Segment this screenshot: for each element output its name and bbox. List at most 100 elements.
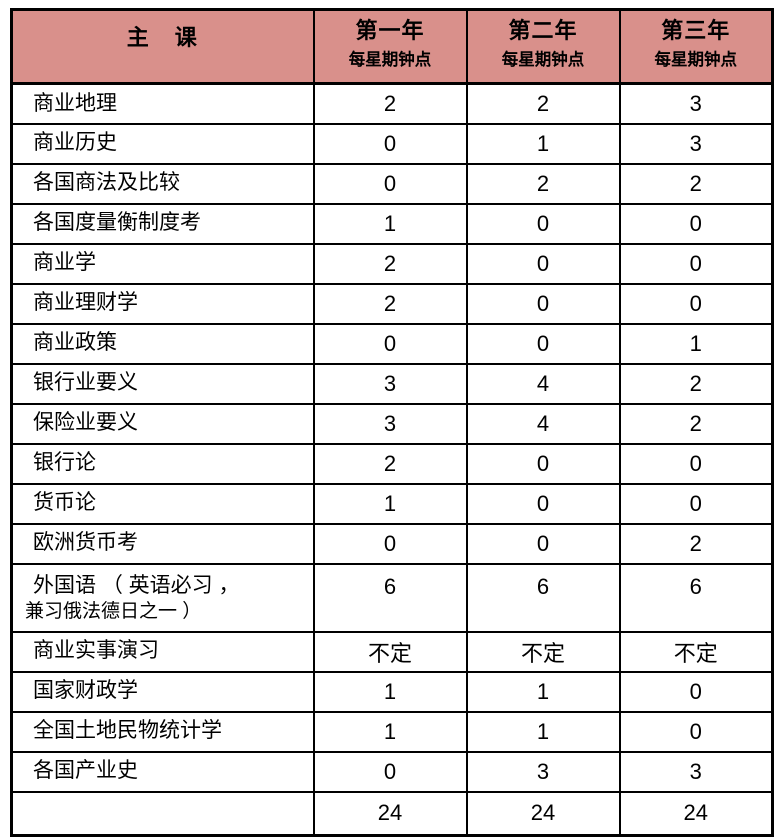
course-cell: 各国度量衡制度考 <box>10 202 315 245</box>
hours-cell: 0 <box>312 522 468 565</box>
course-schedule-table: 主 课 第一年 每星期钟点 第二年 每星期钟点 第三年 每星期钟点 商业地理 2 <box>10 8 774 837</box>
course-cell: 国家财政学 <box>10 670 315 713</box>
hours-cell: 2 <box>465 162 621 205</box>
hours-cell: 0 <box>312 122 468 165</box>
table-row: 货币论 1 0 0 <box>10 482 774 525</box>
table-row: 商业学 2 0 0 <box>10 242 774 285</box>
hours-cell: 3 <box>312 362 468 405</box>
hours-cell: 2 <box>618 522 774 565</box>
totals-empty-cell <box>10 790 315 837</box>
year-1-title: 第一年 <box>355 18 425 43</box>
hours-cell: 0 <box>618 442 774 485</box>
hours-cell: 2 <box>312 442 468 485</box>
header-row: 主 课 第一年 每星期钟点 第二年 每星期钟点 第三年 每星期钟点 <box>10 8 774 85</box>
hours-cell: 0 <box>465 322 621 365</box>
course-cell: 欧洲货币考 <box>10 522 315 565</box>
table-row: 商业理财学 2 0 0 <box>10 282 774 325</box>
course-cell: 银行业要义 <box>10 362 315 405</box>
course-cell: 商业政策 <box>10 322 315 365</box>
hours-cell: 1 <box>312 482 468 525</box>
table-row: 保险业要义 3 4 2 <box>10 402 774 445</box>
hours-cell: 1 <box>618 322 774 365</box>
hours-cell: 1 <box>312 710 468 753</box>
header-course: 主 课 <box>10 8 315 85</box>
year-1-subtitle: 每星期钟点 <box>348 51 432 69</box>
year-2-title: 第二年 <box>508 18 578 43</box>
hours-cell: 不定 <box>312 630 468 673</box>
hours-cell: 2 <box>618 362 774 405</box>
table-row: 商业政策 0 0 1 <box>10 322 774 365</box>
table-row: 各国产业史 0 3 3 <box>10 750 774 793</box>
hours-cell: 0 <box>618 282 774 325</box>
hours-cell: 3 <box>618 122 774 165</box>
hours-cell: 1 <box>312 202 468 245</box>
hours-cell: 0 <box>618 710 774 753</box>
hours-cell: 1 <box>312 670 468 713</box>
hours-cell: 2 <box>618 402 774 445</box>
course-cell: 银行论 <box>10 442 315 485</box>
header-year-1: 第一年 每星期钟点 <box>312 8 468 85</box>
course-cell: 货币论 <box>10 482 315 525</box>
hours-cell: 2 <box>465 82 621 125</box>
hours-cell: 0 <box>618 202 774 245</box>
course-cell: 各国产业史 <box>10 750 315 793</box>
table-row: 国家财政学 1 1 0 <box>10 670 774 713</box>
course-cell: 保险业要义 <box>10 402 315 445</box>
hours-cell: 0 <box>312 162 468 205</box>
hours-cell: 3 <box>312 402 468 445</box>
hours-cell: 2 <box>312 282 468 325</box>
hours-cell: 0 <box>465 202 621 245</box>
course-cell: 外国语 （ 英语必习 ， 兼习俄法德日之一 ） <box>10 562 315 633</box>
table-row: 欧洲货币考 0 0 2 <box>10 522 774 565</box>
hours-cell: 6 <box>618 562 774 633</box>
course-cell: 商业历史 <box>10 122 315 165</box>
course-cell: 全国土地民物统计学 <box>10 710 315 753</box>
hours-cell: 0 <box>618 242 774 285</box>
hours-cell: 1 <box>465 122 621 165</box>
table-row: 各国商法及比较 0 2 2 <box>10 162 774 205</box>
hours-cell: 6 <box>465 562 621 633</box>
hours-cell: 1 <box>465 670 621 713</box>
table-body: 商业地理 2 2 3 商业历史 0 1 3 各国商法及比较 0 2 2 各国度量… <box>10 82 774 837</box>
course-cell: 各国商法及比较 <box>10 162 315 205</box>
total-hours-cell: 24 <box>618 790 774 837</box>
table-row: 各国度量衡制度考 1 0 0 <box>10 202 774 245</box>
table-row: 全国土地民物统计学 1 1 0 <box>10 710 774 753</box>
course-cell: 商业学 <box>10 242 315 285</box>
table-row: 银行论 2 0 0 <box>10 442 774 485</box>
table-row: 银行业要义 3 4 2 <box>10 362 774 405</box>
hours-cell: 0 <box>618 482 774 525</box>
table-header: 主 课 第一年 每星期钟点 第二年 每星期钟点 第三年 每星期钟点 <box>10 8 774 85</box>
header-year-2: 第二年 每星期钟点 <box>465 8 621 85</box>
course-cell: 商业实事演习 <box>10 630 315 673</box>
hours-cell: 2 <box>312 82 468 125</box>
hours-cell: 0 <box>465 442 621 485</box>
hours-cell: 0 <box>465 282 621 325</box>
course-cell: 商业理财学 <box>10 282 315 325</box>
total-hours-cell: 24 <box>465 790 621 837</box>
hours-cell: 0 <box>465 522 621 565</box>
course-cell: 商业地理 <box>10 82 315 125</box>
year-3-title: 第三年 <box>661 18 731 43</box>
hours-cell: 0 <box>312 750 468 793</box>
hours-cell: 不定 <box>465 630 621 673</box>
hours-cell: 0 <box>465 482 621 525</box>
table-row: 商业历史 0 1 3 <box>10 122 774 165</box>
totals-row: 24 24 24 <box>10 790 774 837</box>
hours-cell: 0 <box>465 242 621 285</box>
total-hours-cell: 24 <box>312 790 468 837</box>
hours-cell: 4 <box>465 362 621 405</box>
hours-cell: 4 <box>465 402 621 445</box>
table-row: 外国语 （ 英语必习 ， 兼习俄法德日之一 ） 6 6 6 <box>10 562 774 633</box>
year-3-subtitle: 每星期钟点 <box>654 51 738 69</box>
hours-cell: 2 <box>312 242 468 285</box>
hours-cell: 3 <box>465 750 621 793</box>
hours-cell: 1 <box>465 710 621 753</box>
hours-cell: 0 <box>312 322 468 365</box>
hours-cell: 不定 <box>618 630 774 673</box>
hours-cell: 3 <box>618 750 774 793</box>
hours-cell: 0 <box>618 670 774 713</box>
year-2-subtitle: 每星期钟点 <box>501 51 585 69</box>
table-row: 商业实事演习 不定 不定 不定 <box>10 630 774 673</box>
